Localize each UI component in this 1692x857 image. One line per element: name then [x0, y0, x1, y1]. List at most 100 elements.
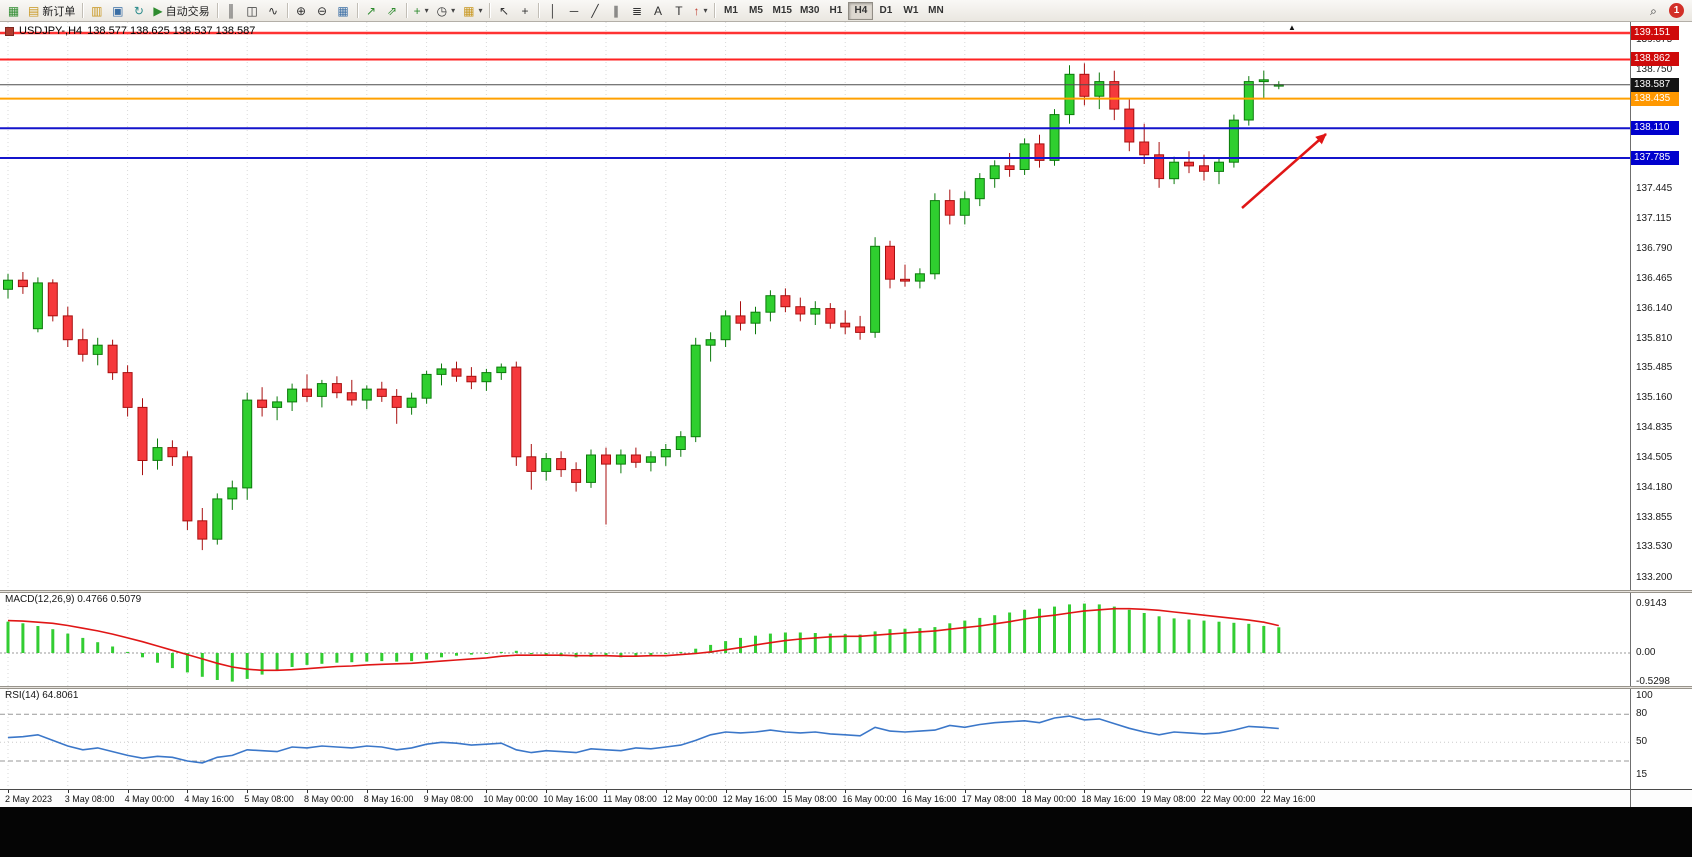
zoom-in-button[interactable]: ⊕	[291, 1, 312, 20]
chevron-down-icon: ▾	[424, 6, 429, 15]
macd-histogram-bar	[604, 653, 608, 657]
timeframe-m1[interactable]: M1	[718, 2, 743, 20]
text-label-tool[interactable]: T	[668, 1, 689, 20]
notification-badge[interactable]: 1	[1669, 3, 1684, 18]
rsi-line	[7, 715, 1279, 764]
macd-axis-label: -0.5298	[1636, 675, 1670, 686]
time-axis-label: 8 May 00:00	[304, 794, 354, 804]
price-axis-label: 137.445	[1636, 183, 1673, 195]
candle-body	[1034, 143, 1045, 161]
market-watch-button[interactable]: ▥	[86, 1, 107, 20]
tile-windows-button[interactable]: ▦	[333, 1, 354, 20]
macd-axis[interactable]: 0.9143 0.00 -0.5298	[1630, 593, 1692, 686]
macd-histogram-bar	[335, 653, 339, 663]
macd-histogram-bar	[933, 627, 937, 653]
time-axis-tick	[606, 790, 607, 793]
timeframe-h1[interactable]: H1	[823, 2, 848, 20]
chart-title: USDJPY-,H4 138.577 138.625 138.537 138.5…	[5, 25, 255, 37]
macd-histogram-bar	[410, 653, 414, 662]
time-axis[interactable]: 2 May 2023 3 May 08:00 4 May 00:00 4 May 16…	[0, 789, 1630, 807]
horizontal-line-tool[interactable]: ─	[563, 1, 584, 20]
timeframe-m5[interactable]: M5	[743, 2, 768, 20]
crosshair-tool-button[interactable]: +	[514, 1, 535, 20]
rsi-axis[interactable]: 100 80 50 15	[1630, 689, 1692, 789]
macd-histogram-bar	[156, 653, 159, 663]
candle-body	[855, 326, 866, 333]
refresh-button[interactable]: ↻	[128, 1, 149, 20]
candle-body	[720, 315, 731, 341]
rsi-canvas[interactable]	[0, 689, 1630, 789]
candlestick-icon: ◫	[246, 3, 258, 18]
fibonacci-tool[interactable]: ≣	[626, 1, 647, 20]
panel-splitter[interactable]	[0, 686, 1692, 689]
new-order-button[interactable]: ▤ 新订单	[24, 1, 79, 20]
indicator-list-button[interactable]: ↗	[361, 1, 382, 20]
macd-histogram-bar	[484, 653, 488, 654]
chart-ohlc-values: 138.577 138.625 138.537 138.587	[87, 25, 256, 37]
candle-body	[675, 436, 686, 451]
timeframe-w1[interactable]: W1	[898, 2, 923, 20]
rsi-panel[interactable]: RSI(14) 64.8061	[0, 689, 1630, 789]
text-tool[interactable]: A	[647, 1, 668, 20]
macd-histogram-bar	[828, 633, 832, 653]
macd-histogram-bar	[1232, 622, 1236, 653]
vertical-line-tool[interactable]: │	[542, 1, 563, 20]
macd-histogram-bar	[634, 653, 638, 657]
arrows-tool-dropdown[interactable]: ↑ ▾	[689, 1, 711, 20]
timeframe-h4[interactable]: H4	[848, 1, 874, 20]
period-dropdown[interactable]: ◷ ▾	[433, 1, 460, 20]
zoom-in-icon: ⊕	[296, 3, 307, 18]
main-chart-panel[interactable]: USDJPY-,H4 138.577 138.625 138.537 138.5…	[0, 22, 1630, 590]
macd-histogram-bar	[679, 651, 683, 653]
timeframe-mn[interactable]: MN	[923, 2, 948, 20]
auto-trading-button[interactable]: ▶ 自动交易	[149, 1, 213, 20]
profiles-button[interactable]: ▣	[107, 1, 128, 20]
zoom-out-button[interactable]: ⊖	[312, 1, 333, 20]
main-chart-canvas[interactable]	[0, 22, 1630, 590]
macd-histogram-bar	[320, 653, 324, 664]
time-axis-tick	[905, 790, 906, 793]
timeframe-m30[interactable]: M30	[796, 2, 823, 20]
trendline-tool[interactable]: ╱	[584, 1, 605, 20]
macd-panel[interactable]: MACD(12,26,9) 0.4766 0.5079	[0, 593, 1630, 686]
trend-arrow-annotation[interactable]	[1241, 133, 1327, 209]
candle-body	[466, 375, 477, 383]
toolbar: ▦ ▤ 新订单 ▥ ▣ ↻ ▶ 自动交易 ║ ◫ ∿ ⊕ ⊖ ▦ ↗ ⇗ + ▾ ◷ ▾…	[0, 0, 1692, 22]
cursor-tool-button[interactable]: ↖	[493, 1, 514, 20]
time-axis-label: 22 May 16:00	[1260, 794, 1316, 804]
timeframe-m15[interactable]: M15	[768, 2, 795, 20]
price-axis-label: 134.835	[1636, 421, 1673, 433]
candle-body	[765, 295, 776, 313]
arrows-icon: ↑	[693, 3, 700, 18]
indicator-window-icon: ⇗	[387, 3, 398, 18]
add-indicator-dropdown[interactable]: + ▾	[410, 1, 433, 20]
macd-histogram-bar	[350, 653, 354, 663]
search-button[interactable]: ⌕	[1643, 1, 1664, 20]
candle-body	[645, 456, 656, 463]
candle-body	[62, 315, 73, 341]
new-chart-button[interactable]: ▦	[3, 1, 24, 20]
time-axis-label: 22 May 00:00	[1201, 794, 1256, 804]
channel-tool[interactable]: ∥	[605, 1, 626, 20]
template-dropdown[interactable]: ▦ ▾	[459, 1, 486, 20]
rsi-axis-label: 100	[1636, 689, 1653, 701]
candlestick-button[interactable]: ◫	[242, 1, 263, 20]
time-axis-tick	[665, 790, 667, 793]
chart-shift-marker[interactable]: ▲	[1288, 23, 1296, 32]
indicator-window-button[interactable]: ⇗	[382, 1, 403, 20]
candle-body	[107, 344, 118, 374]
line-chart-button[interactable]: ∿	[263, 1, 284, 20]
candle-body	[451, 368, 462, 377]
time-axis-tick	[785, 790, 787, 793]
bar-chart-button[interactable]: ║	[221, 1, 242, 20]
macd-canvas[interactable]	[0, 593, 1630, 686]
timeframe-d1[interactable]: D1	[873, 2, 898, 20]
bar-chart-icon: ║	[226, 3, 236, 18]
candle-body	[316, 383, 327, 397]
panel-splitter[interactable]	[0, 590, 1692, 593]
time-axis-label: 2 May 2023	[5, 794, 53, 804]
candle-body	[1079, 73, 1090, 97]
price-axis[interactable]: 139.075138.750138.420138.095137.770137.4…	[1630, 22, 1692, 590]
time-axis-tick	[1204, 790, 1205, 793]
